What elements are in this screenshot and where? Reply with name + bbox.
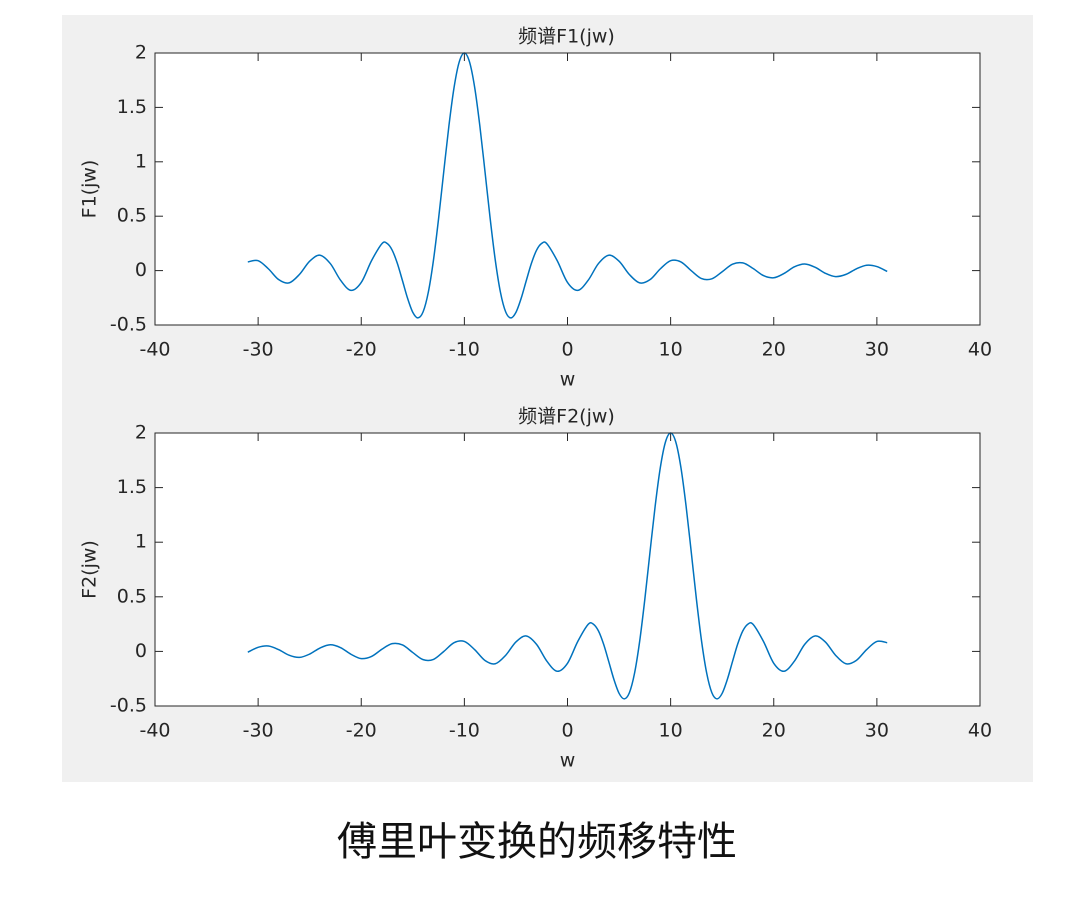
x-tick-label: -30 [243,339,274,361]
x-tick-label: 40 [968,720,992,742]
x-tick-label: 30 [865,720,889,742]
x-tick-label: -10 [449,339,480,361]
x-tick-label: 0 [561,339,573,361]
x-axis-label: w [560,369,576,391]
x-tick-label: 40 [968,339,992,361]
x-tick-label: 20 [762,720,786,742]
y-tick-label: 1 [135,150,147,172]
data-line [247,432,888,700]
x-tick-label: 10 [659,720,683,742]
x-axis-label: w [560,750,576,772]
y-tick-label: -0.5 [110,314,147,336]
y-tick-label: 0.5 [117,205,147,227]
y-tick-label: 0.5 [117,585,147,607]
x-tick-label: -30 [243,720,274,742]
x-tick-label: -40 [139,339,170,361]
x-tick-label: 30 [865,339,889,361]
axes-frame [154,52,981,326]
data-line [247,52,888,319]
y-tick-label: 1 [135,531,147,553]
x-tick-label: 0 [561,720,573,742]
chart-title: 频谱F1(jw) [518,26,615,48]
axes-frame [154,432,981,707]
x-tick-label: -20 [346,720,377,742]
x-tick-label: 10 [659,339,683,361]
y-tick-label: 2 [135,422,147,444]
y-tick-label: 0 [135,259,147,281]
caption: 傅里叶变换的频移特性 [337,819,737,865]
x-tick-label: -10 [449,720,480,742]
y-tick-label: 0 [135,640,147,662]
y-tick-label: 1.5 [117,96,147,118]
y-axis-label: F2(jw) [79,540,101,599]
axes-background [155,53,980,325]
y-tick-label: -0.5 [110,695,147,717]
y-tick-label: 2 [135,42,147,64]
x-tick-label: -20 [346,339,377,361]
x-tick-label: 20 [762,339,786,361]
y-tick-label: 1.5 [117,476,147,498]
axes-background [155,433,980,706]
x-tick-label: -40 [139,720,170,742]
chart-title: 频谱F2(jw) [518,406,615,428]
y-axis-label: F1(jw) [79,160,101,219]
